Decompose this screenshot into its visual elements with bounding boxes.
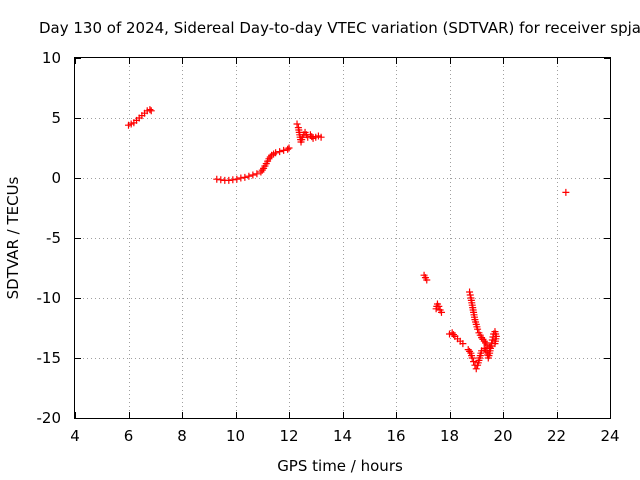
data-point (233, 175, 241, 183)
data-point (472, 365, 480, 373)
x-tick-label: 20 (493, 427, 512, 445)
data-point (293, 120, 301, 128)
x-tick-label: 12 (279, 427, 298, 445)
data-point (468, 354, 476, 362)
data-point (317, 133, 325, 141)
x-tick-label: 22 (547, 427, 566, 445)
data-point (241, 173, 249, 181)
data-point (284, 145, 292, 153)
chart-title: Day 130 of 2024, Sidereal Day-to-day VTE… (39, 19, 640, 37)
data-point (459, 340, 467, 348)
data-point (562, 188, 570, 196)
x-tick-label: 4 (70, 427, 80, 445)
x-tick-label: 6 (124, 427, 134, 445)
x-axis-tick-labels: 4 6 8 10 12 14 16 18 20 22 24 (70, 427, 619, 445)
grid (75, 58, 610, 418)
data-point (435, 302, 443, 310)
data-point (437, 308, 445, 316)
y-tick-label: -20 (37, 409, 62, 427)
data-point (276, 148, 284, 156)
data-point (253, 170, 261, 178)
y-axis-tick-labels: 10 5 0 -5 -10 -15 -20 (37, 49, 62, 427)
y-axis-label: SDTVAR / TECUs (4, 176, 22, 299)
y-tick-label: -10 (37, 289, 62, 307)
y-tick-label: 5 (51, 109, 61, 127)
x-tick-label: 18 (440, 427, 459, 445)
y-tick-label: 10 (42, 49, 61, 67)
data-point (423, 276, 431, 284)
x-tick-label: 16 (386, 427, 405, 445)
x-tick-label: 24 (600, 427, 619, 445)
x-tick-label: 10 (226, 427, 245, 445)
y-tick-label: -15 (37, 349, 62, 367)
data-point (280, 146, 288, 154)
data-point (470, 358, 478, 366)
axis-ticks (75, 58, 611, 419)
x-axis-label: GPS time / hours (277, 457, 403, 475)
data-point (272, 149, 280, 157)
data-point (285, 144, 293, 152)
data-point (488, 336, 496, 344)
data-point (466, 291, 474, 299)
plot-frame (74, 57, 611, 419)
y-tick-label: 0 (51, 169, 61, 187)
data-point (245, 172, 253, 180)
data-point (474, 325, 482, 333)
data-point (147, 107, 155, 115)
y-tick-label: -5 (46, 229, 61, 247)
data-point (146, 106, 154, 114)
data-points (125, 106, 570, 373)
x-tick-label: 14 (333, 427, 352, 445)
data-point (450, 331, 458, 339)
data-point (249, 171, 257, 179)
data-point (487, 342, 495, 350)
data-point (466, 288, 474, 296)
x-tick-label: 8 (177, 427, 187, 445)
data-point (491, 340, 499, 348)
